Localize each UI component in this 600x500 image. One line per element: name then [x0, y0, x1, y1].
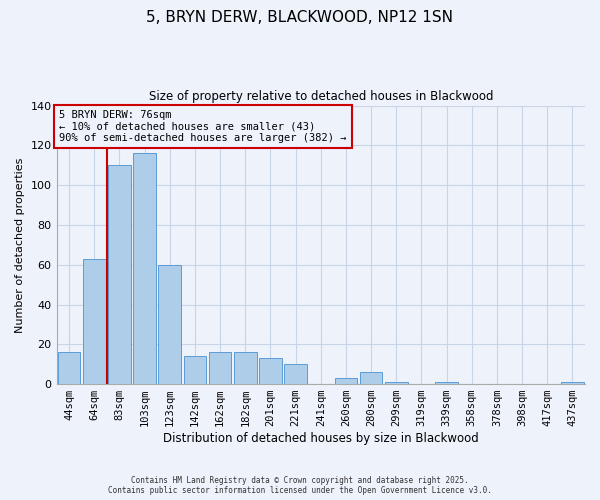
Bar: [158, 264, 181, 384]
Bar: [435, 382, 458, 384]
Title: Size of property relative to detached houses in Blackwood: Size of property relative to detached ho…: [149, 90, 493, 103]
Bar: [184, 356, 206, 384]
Bar: [561, 382, 584, 384]
Text: 5 BRYN DERW: 76sqm
← 10% of detached houses are smaller (43)
90% of semi-detache: 5 BRYN DERW: 76sqm ← 10% of detached hou…: [59, 110, 347, 143]
Bar: [259, 358, 282, 384]
X-axis label: Distribution of detached houses by size in Blackwood: Distribution of detached houses by size …: [163, 432, 479, 445]
Bar: [360, 372, 382, 384]
Bar: [209, 352, 232, 384]
Text: Contains HM Land Registry data © Crown copyright and database right 2025.
Contai: Contains HM Land Registry data © Crown c…: [108, 476, 492, 495]
Bar: [335, 378, 357, 384]
Bar: [133, 154, 156, 384]
Bar: [58, 352, 80, 384]
Bar: [83, 258, 106, 384]
Bar: [284, 364, 307, 384]
Y-axis label: Number of detached properties: Number of detached properties: [15, 157, 25, 332]
Bar: [108, 165, 131, 384]
Bar: [234, 352, 257, 384]
Bar: [385, 382, 407, 384]
Text: 5, BRYN DERW, BLACKWOOD, NP12 1SN: 5, BRYN DERW, BLACKWOOD, NP12 1SN: [146, 10, 454, 25]
